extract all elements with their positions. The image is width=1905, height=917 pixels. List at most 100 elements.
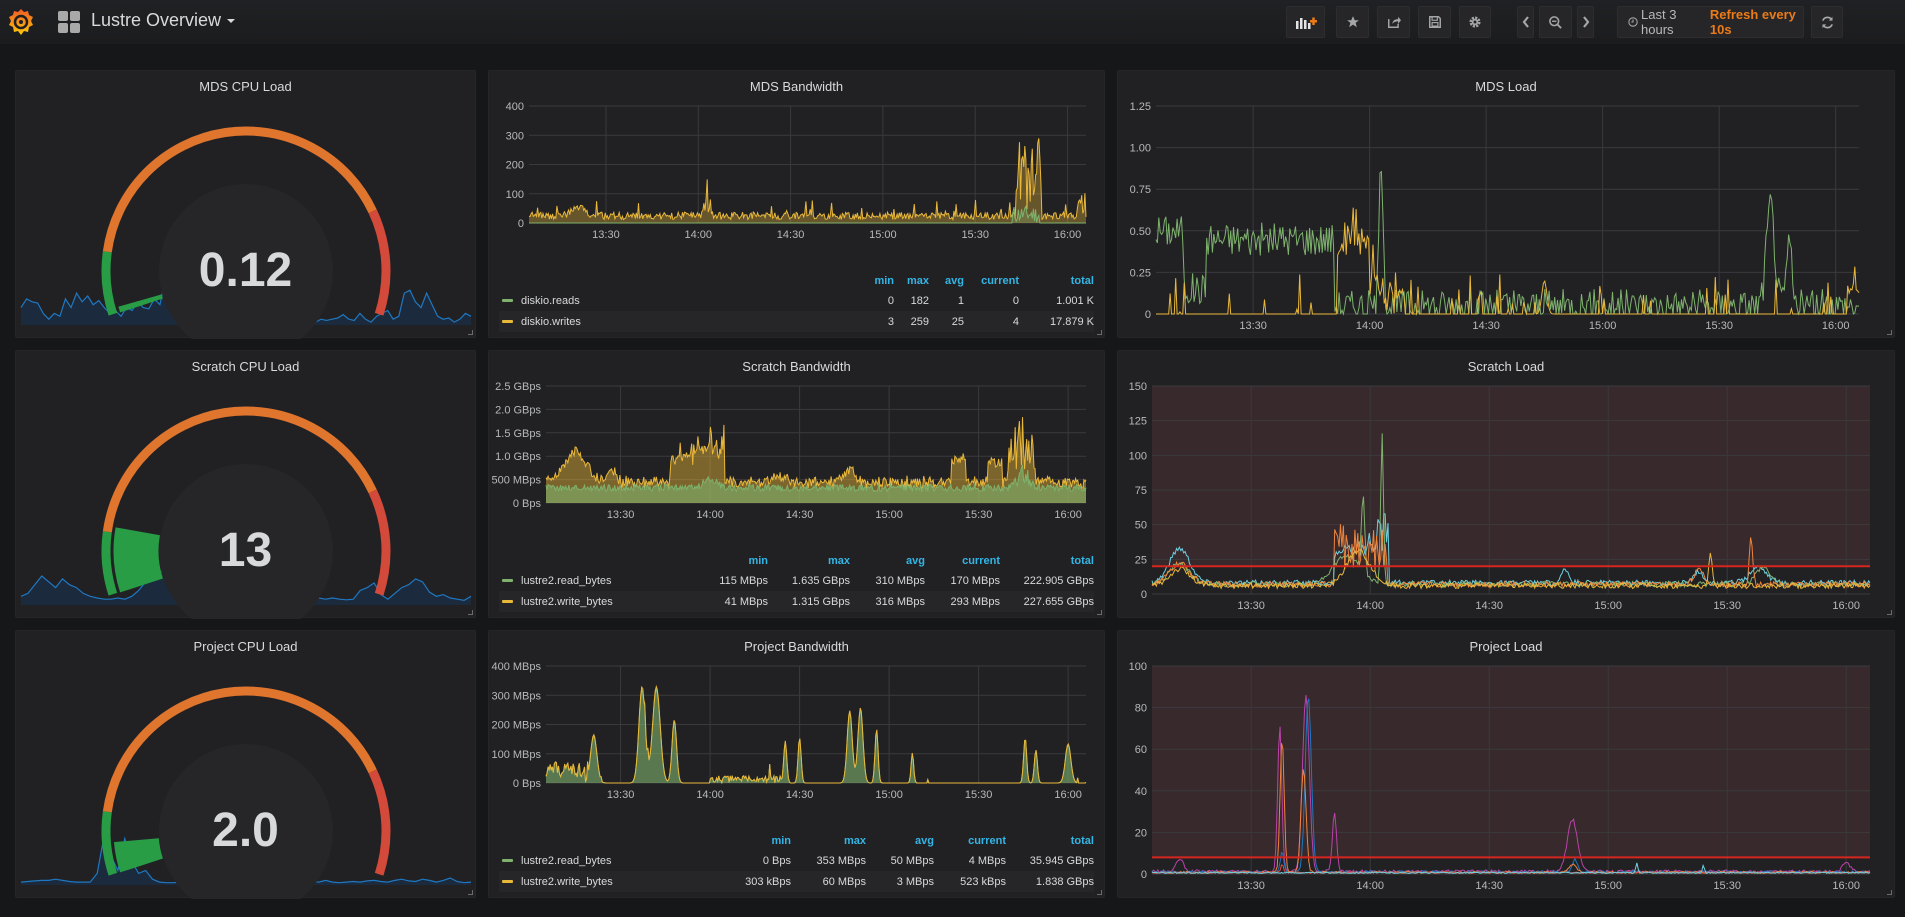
x-tick-label: 14:00 — [1356, 320, 1384, 332]
resize-handle[interactable] — [1097, 610, 1102, 615]
x-tick-label: 14:30 — [1475, 600, 1503, 612]
resize-handle[interactable] — [1887, 610, 1892, 615]
legend-col-total[interactable]: total — [1070, 275, 1094, 287]
series-color-swatch[interactable] — [502, 880, 513, 883]
x-tick-label: 13:30 — [607, 789, 635, 801]
legend-value-max: 1.635 GBps — [791, 574, 850, 587]
graph-plot[interactable]: 400 MBps 300 MBps 200 MBps 100 MBps 0 Bps 13:… — [489, 631, 1106, 841]
gauge-threshold-band — [101, 531, 118, 596]
gauge-value-arc — [113, 527, 163, 593]
y-tick-label: 400 — [506, 101, 524, 113]
series-name[interactable]: lustre2.read_bytes — [521, 574, 612, 587]
panel-scratch-load[interactable]: Scratch Load 150 125 100 75 50 25 0 13:30 14:00 1… — [1117, 350, 1895, 618]
legend-col-max[interactable]: max — [827, 555, 850, 567]
x-tick-label: 16:00 — [1054, 789, 1082, 801]
gauge-value: 13 — [218, 524, 273, 577]
series-color-swatch[interactable] — [502, 299, 513, 302]
legend-row[interactable]: lustre2.write_bytes 41 MBps 1.315 GBps 3… — [499, 591, 1094, 612]
gauge-value-arc — [118, 294, 163, 313]
add-panel-button[interactable] — [1286, 6, 1325, 38]
graph-plot[interactable]: 100 80 60 40 20 0 13:30 14:00 14:30 15:00 15:30 16:… — [1118, 631, 1896, 899]
legend-value-min: 115 MBps — [719, 574, 768, 587]
legend-row[interactable]: lustre2.read_bytes 115 MBps 1.635 GBps 3… — [499, 570, 1094, 591]
resize-handle[interactable] — [1097, 330, 1102, 335]
legend-row[interactable]: lustre2.read_bytes 0 Bps 353 MBps 50 MBp… — [499, 850, 1094, 871]
panel-mds-load[interactable]: MDS Load 1.25 1.00 0.75 0.50 0.25 0 13:30 14:00… — [1117, 70, 1895, 338]
panel-project-cpu-load[interactable]: Project CPU Load 2.0 — [15, 630, 476, 899]
resize-handle[interactable] — [1097, 890, 1102, 895]
settings-button[interactable] — [1459, 6, 1491, 38]
refresh-button[interactable] — [1811, 6, 1843, 38]
legend-value-min: 0 — [887, 294, 894, 307]
y-tick-label: 20 — [1135, 827, 1147, 839]
graph-plot[interactable]: 1.25 1.00 0.75 0.50 0.25 0 13:30 14:00 14:30 15:0… — [1118, 71, 1896, 339]
graph-plot[interactable]: 400 300 200 100 0 13:30 14:00 14:30 15:00 15:30 16… — [489, 71, 1106, 281]
time-back-button[interactable] — [1517, 6, 1534, 38]
resize-handle[interactable] — [1887, 330, 1892, 335]
save-button[interactable] — [1418, 6, 1451, 38]
series-name[interactable]: lustre2.write_bytes — [521, 595, 613, 608]
panel-project-load[interactable]: Project Load 100 80 60 40 20 0 13:30 14:00 14:30… — [1117, 630, 1895, 898]
legend-row[interactable]: diskio.writes 3 259 25 4 17.879 K — [499, 311, 1094, 332]
series-name[interactable]: diskio.writes — [521, 315, 581, 328]
series-color-swatch[interactable] — [502, 320, 513, 323]
series-name[interactable]: diskio.reads — [521, 294, 580, 307]
series-color-swatch[interactable] — [502, 859, 513, 862]
dashboards-grid-icon[interactable] — [58, 11, 80, 33]
legend-col-total[interactable]: total — [1070, 555, 1094, 567]
legend-col-min[interactable]: min — [748, 555, 768, 567]
grafana-logo-icon[interactable] — [8, 8, 34, 36]
series-name[interactable]: lustre2.write_bytes — [521, 875, 613, 888]
legend-col-current[interactable]: current — [981, 275, 1019, 287]
graph-plot[interactable]: 2.5 GBps 2.0 GBps 1.5 GBps 1.0 GBps 500 MBps… — [489, 351, 1106, 561]
dashboard-picker[interactable]: Lustre Overview — [91, 10, 236, 31]
series-color-swatch[interactable] — [502, 600, 513, 603]
panel-scratch-cpu-load[interactable]: Scratch CPU Load 13 — [15, 350, 476, 619]
legend-col-current[interactable]: current — [962, 555, 1000, 567]
legend-col-avg[interactable]: avg — [915, 835, 934, 847]
y-tick-label: 0.25 — [1130, 267, 1151, 279]
time-forward-button[interactable] — [1577, 6, 1594, 38]
resize-handle[interactable] — [468, 890, 473, 895]
time-picker[interactable]: Last 3 hours Refresh every 10s — [1617, 6, 1804, 38]
panel-mds-cpu-load[interactable]: MDS CPU Load 0.12 — [15, 70, 476, 339]
legend-col-min[interactable]: min — [874, 275, 894, 287]
series-3-line — [1151, 549, 1871, 590]
legend-col-avg[interactable]: avg — [906, 555, 925, 567]
legend-value-min: 3 — [887, 315, 894, 328]
panel-scratch-bandwidth[interactable]: Scratch Bandwidth 2.5 GBps 2.0 GBps 1.5 GB… — [488, 350, 1105, 618]
y-tick-label: 400 MBps — [491, 661, 541, 673]
chevron-left-icon — [1522, 16, 1529, 28]
y-tick-label: 100 — [1129, 450, 1147, 462]
resize-handle[interactable] — [468, 610, 473, 615]
dashboard-title: Lustre Overview — [91, 10, 222, 30]
series-2-line — [1151, 524, 1871, 589]
series-name[interactable]: lustre2.read_bytes — [521, 854, 612, 867]
panel-project-bandwidth[interactable]: Project Bandwidth 400 MBps 300 MBps 200 MB… — [488, 630, 1105, 898]
sparkline-area — [21, 835, 471, 885]
legend-col-min[interactable]: min — [771, 835, 791, 847]
panel-mds-bandwidth[interactable]: MDS Bandwidth 400 300 200 100 0 13:30 14:00 14:… — [488, 70, 1105, 338]
star-button[interactable] — [1336, 6, 1369, 38]
legend-value-avg: 310 MBps — [875, 574, 925, 587]
share-button[interactable] — [1377, 6, 1410, 38]
series-color-swatch[interactable] — [502, 579, 513, 582]
zoom-out-button[interactable] — [1539, 6, 1572, 38]
x-tick-label: 13:30 — [592, 229, 620, 241]
legend-col-current[interactable]: current — [968, 835, 1006, 847]
legend-value-total: 17.879 K — [1049, 315, 1094, 328]
legend-row[interactable]: diskio.reads 0 182 1 0 1.001 K — [499, 290, 1094, 311]
resize-handle[interactable] — [468, 330, 473, 335]
legend-value-max: 60 MBps — [822, 875, 866, 888]
legend-value-min: 303 kBps — [745, 875, 791, 888]
legend-row[interactable]: lustre2.write_bytes 303 kBps 60 MBps 3 M… — [499, 871, 1094, 892]
panel-title: Scratch Load — [1467, 359, 1545, 374]
legend-col-max[interactable]: max — [906, 275, 929, 287]
x-tick-label: 15:00 — [875, 509, 903, 521]
legend-col-max[interactable]: max — [843, 835, 866, 847]
graph-plot[interactable]: 150 125 100 75 50 25 0 13:30 14:00 14:30 15:00 15:3… — [1118, 351, 1896, 619]
legend-col-total[interactable]: total — [1070, 835, 1094, 847]
gauge-chart — [20, 126, 472, 339]
legend-col-avg[interactable]: avg — [945, 275, 964, 287]
resize-handle[interactable] — [1887, 890, 1892, 895]
